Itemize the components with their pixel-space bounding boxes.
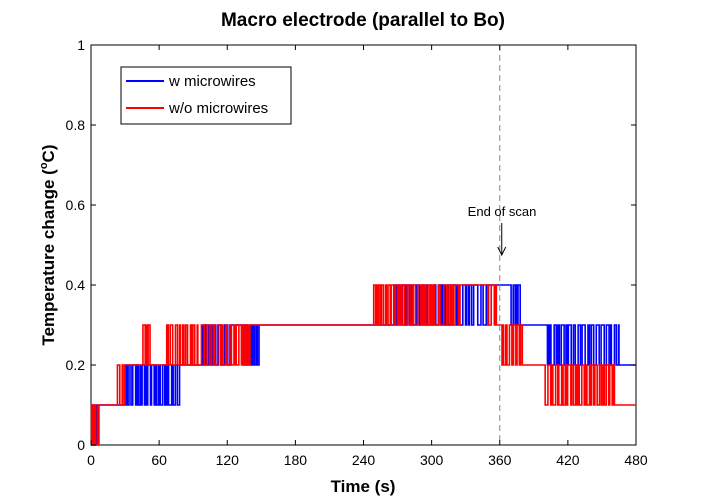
x-axis-label: Time (s) bbox=[331, 477, 396, 496]
series-line-wo-microwires bbox=[90, 284, 636, 446]
annotation: End of scan bbox=[468, 204, 537, 257]
chart-title: Macro electrode (parallel to Bo) bbox=[221, 10, 505, 31]
legend: w microwires w/o microwires bbox=[120, 66, 292, 125]
x-tick-label: 60 bbox=[151, 452, 167, 468]
legend-label-wo-microwires: w/o microwires bbox=[168, 100, 268, 117]
x-tick-label: 420 bbox=[556, 452, 580, 468]
y-tick-label: 0 bbox=[77, 437, 85, 453]
y-tick-label: 0.2 bbox=[66, 357, 86, 373]
x-tick-label: 480 bbox=[624, 452, 648, 468]
annotation-label: End of scan bbox=[468, 204, 537, 219]
series-layer bbox=[90, 284, 636, 446]
x-axis-ticks: 0 60 120 180 240 300 360 420 480 bbox=[87, 45, 648, 468]
x-tick-label: 300 bbox=[420, 452, 444, 468]
y-tick-label: 0.4 bbox=[66, 277, 86, 293]
x-tick-label: 240 bbox=[352, 452, 376, 468]
y-tick-label: 0.8 bbox=[66, 117, 86, 133]
legend-box bbox=[120, 66, 292, 125]
y-tick-label: 0.6 bbox=[66, 197, 86, 213]
x-tick-label: 120 bbox=[216, 452, 240, 468]
legend-label-w-microwires: w microwires bbox=[168, 73, 256, 90]
y-axis-label-degree: o bbox=[38, 162, 50, 169]
series-line-w-microwires bbox=[91, 284, 636, 446]
y-axis-label-prefix: Temperature change ( bbox=[39, 169, 58, 346]
annotation-arrow-head bbox=[497, 246, 507, 257]
x-tick-label: 360 bbox=[488, 452, 512, 468]
y-axis-label-suffix: C) bbox=[39, 144, 58, 162]
y-axis-label: Temperature change (oC) bbox=[38, 144, 58, 345]
x-tick-label: 180 bbox=[284, 452, 308, 468]
y-axis-ticks: 0 0.2 0.4 0.6 0.8 1 bbox=[66, 37, 636, 453]
x-tick-label: 0 bbox=[87, 452, 95, 468]
y-tick-label: 1 bbox=[77, 37, 85, 53]
